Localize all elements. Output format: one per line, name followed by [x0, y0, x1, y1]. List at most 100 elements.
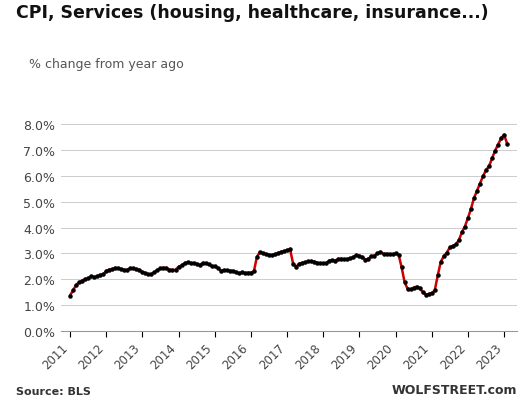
Point [328, 257, 337, 264]
Point [425, 291, 433, 298]
Point [114, 265, 122, 272]
Point [178, 263, 186, 269]
Point [355, 253, 364, 259]
Point [105, 267, 113, 273]
Point [434, 272, 442, 279]
Point [409, 285, 418, 291]
Point [455, 237, 463, 244]
Point [129, 265, 138, 272]
Point [81, 276, 90, 283]
Text: WOLFSTREET.com: WOLFSTREET.com [391, 383, 517, 396]
Point [310, 259, 319, 265]
Point [407, 286, 415, 293]
Point [277, 249, 285, 255]
Point [439, 253, 448, 260]
Point [111, 265, 119, 271]
Point [331, 258, 340, 264]
Point [132, 266, 140, 273]
Point [87, 273, 95, 280]
Point [72, 282, 80, 289]
Point [244, 270, 252, 276]
Point [84, 275, 92, 282]
Point [286, 246, 294, 253]
Point [428, 290, 436, 297]
Point [467, 206, 475, 213]
Point [183, 259, 192, 266]
Point [452, 241, 460, 248]
Point [108, 266, 117, 273]
Point [168, 267, 176, 273]
Point [295, 261, 303, 267]
Point [99, 271, 108, 278]
Point [66, 293, 74, 299]
Point [90, 274, 99, 281]
Point [457, 229, 466, 236]
Point [250, 269, 258, 275]
Point [135, 267, 144, 273]
Point [364, 256, 373, 262]
Point [394, 252, 403, 258]
Point [210, 263, 219, 270]
Point [476, 181, 484, 188]
Text: Source: BLS: Source: BLS [16, 386, 91, 396]
Point [262, 251, 270, 258]
Point [75, 279, 83, 286]
Point [147, 271, 156, 277]
Point [388, 251, 397, 258]
Point [93, 273, 101, 280]
Point [78, 278, 86, 284]
Point [283, 247, 292, 254]
Point [373, 251, 382, 257]
Point [346, 255, 355, 262]
Point [485, 164, 493, 170]
Point [271, 251, 279, 258]
Point [349, 254, 358, 261]
Point [319, 261, 328, 267]
Point [391, 251, 400, 257]
Text: % change from year ago: % change from year ago [29, 58, 184, 71]
Point [223, 267, 231, 274]
Point [165, 267, 174, 273]
Point [198, 260, 207, 266]
Point [235, 271, 243, 277]
Text: CPI, Services (housing, healthcare, insurance...): CPI, Services (housing, healthcare, insu… [16, 4, 489, 22]
Point [361, 257, 369, 263]
Point [379, 251, 388, 257]
Point [503, 141, 511, 148]
Point [144, 271, 153, 278]
Point [334, 256, 342, 263]
Point [343, 256, 351, 263]
Point [448, 243, 457, 249]
Point [479, 174, 487, 180]
Point [412, 284, 421, 290]
Point [313, 260, 321, 266]
Point [494, 142, 502, 148]
Point [289, 261, 297, 267]
Point [307, 259, 315, 265]
Point [473, 188, 481, 194]
Point [253, 254, 261, 261]
Point [403, 286, 412, 292]
Point [421, 292, 430, 298]
Point [298, 260, 306, 266]
Point [337, 256, 346, 262]
Point [274, 251, 282, 257]
Point [446, 245, 454, 251]
Point [352, 252, 360, 259]
Point [280, 249, 288, 255]
Point [232, 269, 240, 275]
Point [226, 268, 234, 274]
Point [268, 252, 276, 259]
Point [96, 272, 104, 278]
Point [304, 259, 312, 265]
Point [358, 255, 367, 261]
Point [500, 132, 508, 139]
Point [187, 261, 195, 267]
Point [180, 260, 189, 267]
Point [367, 253, 376, 260]
Point [430, 288, 439, 294]
Point [437, 259, 445, 265]
Point [171, 267, 180, 273]
Point [491, 148, 499, 154]
Point [192, 261, 201, 267]
